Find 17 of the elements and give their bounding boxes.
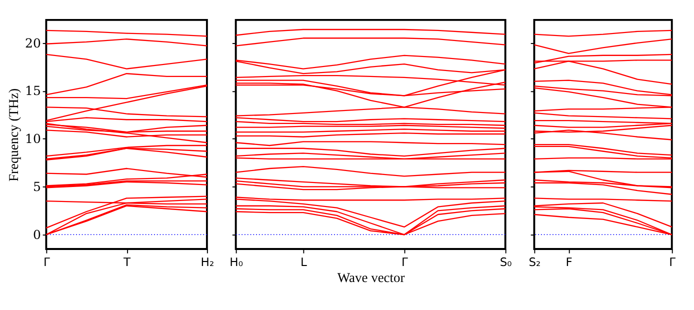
x-tick-label: L bbox=[300, 254, 308, 269]
x-tick-label: S₂ bbox=[528, 254, 541, 269]
y-tick-label: 15 bbox=[25, 83, 41, 98]
x-axis-title: Wave vector bbox=[337, 270, 406, 286]
y-tick-label: 20 bbox=[25, 35, 41, 50]
y-tick-label: 10 bbox=[25, 131, 41, 146]
x-tick-label: S₀ bbox=[500, 254, 512, 269]
x-tick-label: H₂ bbox=[200, 254, 214, 269]
x-tick-label: T bbox=[122, 254, 132, 269]
x-tick-label: H₀ bbox=[230, 254, 244, 269]
x-tick-label: Γ bbox=[402, 254, 409, 269]
x-tick-label: F bbox=[566, 254, 572, 269]
x-tick-label: Γ bbox=[669, 254, 676, 269]
x-tick-label: Γ bbox=[43, 254, 50, 269]
y-axis-title: Frequency (THz) bbox=[6, 88, 22, 182]
y-tick-label: 0 bbox=[32, 226, 41, 242]
y-tick-label: 5 bbox=[32, 179, 41, 194]
